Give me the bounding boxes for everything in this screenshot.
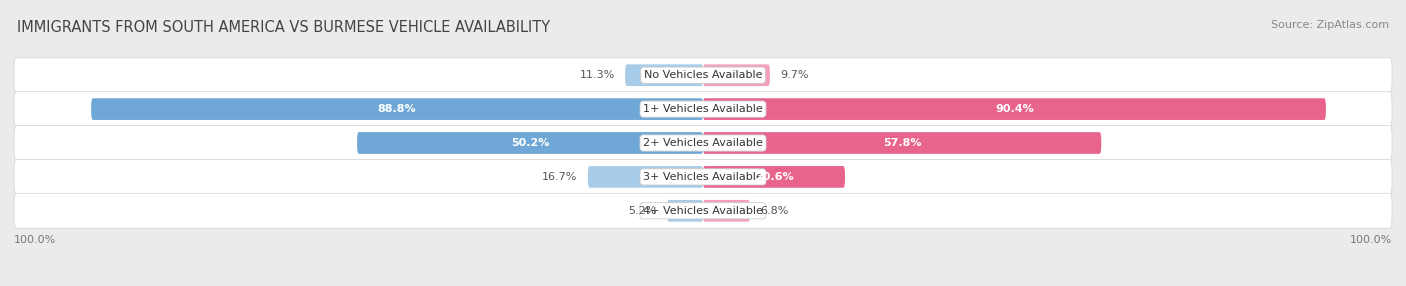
FancyBboxPatch shape: [14, 126, 1392, 160]
Text: 100.0%: 100.0%: [14, 235, 56, 245]
Text: IMMIGRANTS FROM SOUTH AMERICA VS BURMESE VEHICLE AVAILABILITY: IMMIGRANTS FROM SOUTH AMERICA VS BURMESE…: [17, 20, 550, 35]
FancyBboxPatch shape: [14, 159, 1392, 194]
Text: 90.4%: 90.4%: [995, 104, 1033, 114]
FancyBboxPatch shape: [91, 98, 703, 120]
FancyBboxPatch shape: [703, 200, 749, 222]
FancyBboxPatch shape: [14, 92, 1392, 127]
Text: 6.8%: 6.8%: [761, 206, 789, 216]
Text: 88.8%: 88.8%: [378, 104, 416, 114]
FancyBboxPatch shape: [626, 64, 703, 86]
Text: Source: ZipAtlas.com: Source: ZipAtlas.com: [1271, 20, 1389, 30]
Text: 50.2%: 50.2%: [510, 138, 550, 148]
Text: 11.3%: 11.3%: [579, 70, 614, 80]
Text: 1+ Vehicles Available: 1+ Vehicles Available: [643, 104, 763, 114]
Text: 16.7%: 16.7%: [543, 172, 578, 182]
Text: 100.0%: 100.0%: [1350, 235, 1392, 245]
Text: 57.8%: 57.8%: [883, 138, 921, 148]
Text: 2+ Vehicles Available: 2+ Vehicles Available: [643, 138, 763, 148]
Text: 9.7%: 9.7%: [780, 70, 808, 80]
FancyBboxPatch shape: [357, 132, 703, 154]
FancyBboxPatch shape: [666, 200, 703, 222]
FancyBboxPatch shape: [14, 193, 1392, 228]
FancyBboxPatch shape: [703, 98, 1326, 120]
Text: 4+ Vehicles Available: 4+ Vehicles Available: [643, 206, 763, 216]
Text: 5.2%: 5.2%: [628, 206, 657, 216]
Text: No Vehicles Available: No Vehicles Available: [644, 70, 762, 80]
FancyBboxPatch shape: [588, 166, 703, 188]
Text: 20.6%: 20.6%: [755, 172, 793, 182]
FancyBboxPatch shape: [703, 166, 845, 188]
FancyBboxPatch shape: [14, 58, 1392, 93]
FancyBboxPatch shape: [703, 132, 1101, 154]
Text: 3+ Vehicles Available: 3+ Vehicles Available: [643, 172, 763, 182]
FancyBboxPatch shape: [703, 64, 770, 86]
